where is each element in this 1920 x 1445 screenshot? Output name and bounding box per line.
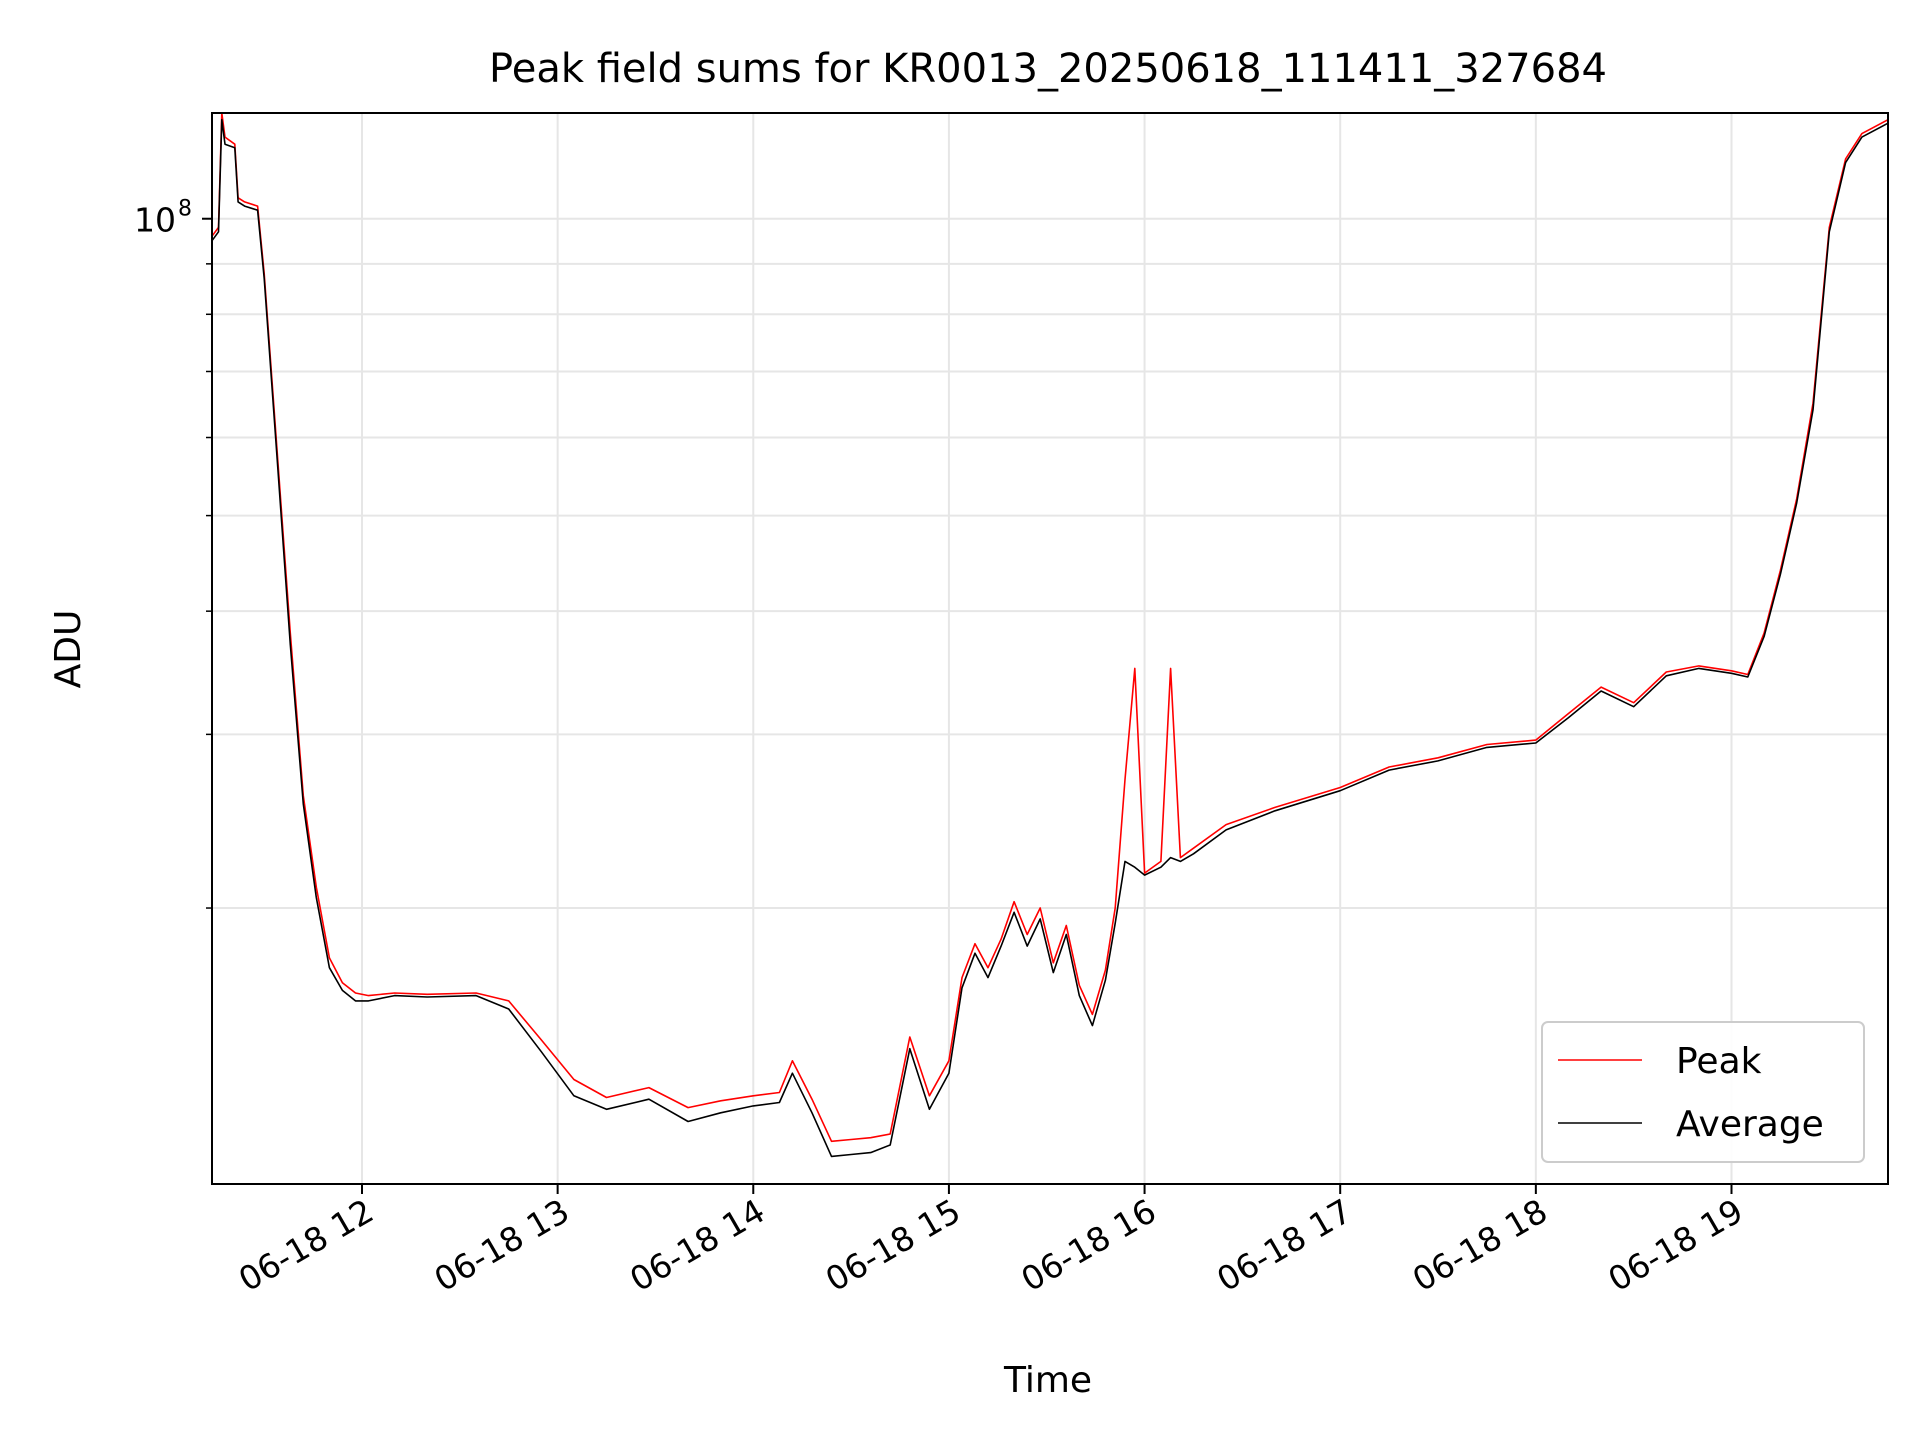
y-tick-label-exponent: 8 (178, 197, 192, 222)
legend-label-average: Average (1676, 1104, 1824, 1145)
plot-frame (211, 112, 1889, 1185)
legend-label-peak: Peak (1676, 1041, 1762, 1082)
y-tick-label: 10 (134, 201, 176, 240)
x-axis-label: Time (1003, 1360, 1092, 1401)
plot-area (212, 113, 1888, 1184)
chart-title: Peak field sums for KR0013_20250618_1114… (489, 46, 1607, 92)
y-axis-label: ADU (48, 610, 89, 689)
grid-lines (212, 113, 1888, 1184)
series-peak-line (211, 112, 1889, 1143)
legend-box (1541, 1021, 1865, 1163)
legend: Peak Average (1541, 1021, 1865, 1163)
series-average-line (211, 118, 1889, 1158)
series-lines (211, 112, 1889, 1158)
